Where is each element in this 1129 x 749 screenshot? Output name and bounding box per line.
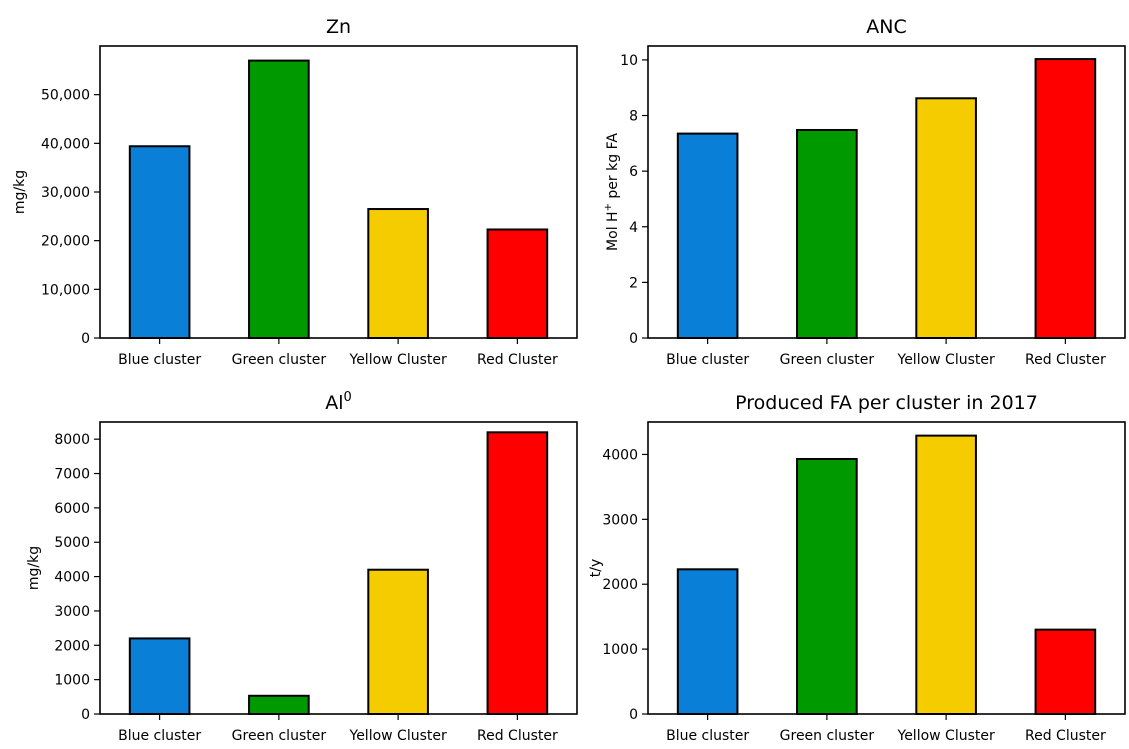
bar-1-2 <box>915 97 977 339</box>
y-tick-label: 6000 <box>54 501 90 517</box>
y-tick-label: 0 <box>81 707 90 723</box>
plot-frame <box>647 421 1126 715</box>
bar-2-1 <box>248 694 310 715</box>
y-tick-label: 20,000 <box>41 234 90 250</box>
x-tick-label: Blue cluster <box>666 728 749 744</box>
y-tick-label: 10 <box>620 53 638 69</box>
y-tick-label: 2000 <box>54 638 90 654</box>
bar-1-0 <box>676 132 739 339</box>
y-axis-label: mg/kg <box>12 170 28 214</box>
y-tick-label: 6 <box>629 164 638 180</box>
chart-panel-3: 0 1000 2000 3000 4000 Blue cluster Green clust… <box>588 392 1126 744</box>
x-tick-label: Blue cluster <box>118 352 201 368</box>
bar-2-2 <box>367 568 429 715</box>
y-tick-label: 2000 <box>602 577 638 593</box>
x-tick-label: Blue cluster <box>118 728 201 744</box>
chart-panel-2: 0 1000 2000 3000 4000 5000 6000 7000 8000 Blue cl… <box>26 390 578 744</box>
y-tick-label: 7000 <box>54 467 90 483</box>
plot-frame <box>647 45 1126 339</box>
bar-3-1 <box>796 457 858 715</box>
y-tick-label: 0 <box>629 331 638 347</box>
y-tick-label: 4 <box>629 220 638 236</box>
x-tick-label: Yellow Cluster <box>897 728 995 744</box>
bar-2-3 <box>486 431 549 715</box>
plot-frame <box>99 421 578 715</box>
y-tick-label: 40,000 <box>41 136 90 152</box>
bar-0-3 <box>486 228 549 339</box>
bar-3-2 <box>915 434 977 715</box>
y-axis-label: Mol H+ per kg FA <box>603 133 621 251</box>
bar-0-1 <box>248 59 310 339</box>
y-tick-label: 3000 <box>602 512 638 528</box>
y-axis-label: mg/kg <box>26 546 42 590</box>
bar-1-3 <box>1034 58 1097 339</box>
x-tick-label: Red Cluster <box>1025 728 1106 744</box>
y-tick-label: 5000 <box>54 535 90 551</box>
chart-title: Produced FA per cluster in 2017 <box>735 392 1038 414</box>
bar-2-0 <box>128 637 191 715</box>
y-tick-label: 3000 <box>54 604 90 620</box>
x-tick-label: Green cluster <box>232 352 327 368</box>
x-tick-label: Blue cluster <box>666 352 749 368</box>
bar-0-2 <box>367 208 429 339</box>
bar-0-0 <box>128 145 191 339</box>
y-tick-label: 8000 <box>54 432 90 448</box>
chart-title: Al0 <box>325 390 352 414</box>
chart-title: Zn <box>326 16 351 38</box>
chart-panel-1: 0 2 4 6 8 10 Blue cluster Green cluster Yellow C… <box>603 16 1126 368</box>
x-tick-label: Yellow Cluster <box>897 352 995 368</box>
y-tick-label: 0 <box>81 331 90 347</box>
x-tick-label: Red Cluster <box>477 728 558 744</box>
y-tick-label: 8 <box>629 109 638 125</box>
y-tick-label: 1000 <box>54 673 90 689</box>
x-tick-label: Red Cluster <box>1025 352 1106 368</box>
chart-panel-0: 0 10,000 20,000 30,000 40,000 50,000 Blue clus… <box>12 16 578 368</box>
x-tick-label: Green cluster <box>780 352 875 368</box>
y-tick-label: 30,000 <box>41 185 90 201</box>
y-axis-label: t/y <box>588 559 604 578</box>
bar-3-3 <box>1034 628 1097 716</box>
y-tick-label: 4000 <box>602 447 638 463</box>
bar-1-1 <box>796 128 858 339</box>
x-tick-label: Red Cluster <box>477 352 558 368</box>
y-tick-label: 0 <box>629 707 638 723</box>
x-tick-label: Green cluster <box>780 728 875 744</box>
y-tick-label: 4000 <box>54 570 90 586</box>
y-tick-label: 10,000 <box>41 282 90 298</box>
chart-title: ANC <box>866 16 906 38</box>
y-tick-label: 2 <box>629 275 638 291</box>
y-tick-label: 50,000 <box>41 88 90 104</box>
x-tick-label: Yellow Cluster <box>349 352 447 368</box>
bar-3-0 <box>676 568 739 715</box>
y-tick-label: 1000 <box>602 642 638 658</box>
x-tick-label: Green cluster <box>232 728 327 744</box>
x-tick-label: Yellow Cluster <box>349 728 447 744</box>
